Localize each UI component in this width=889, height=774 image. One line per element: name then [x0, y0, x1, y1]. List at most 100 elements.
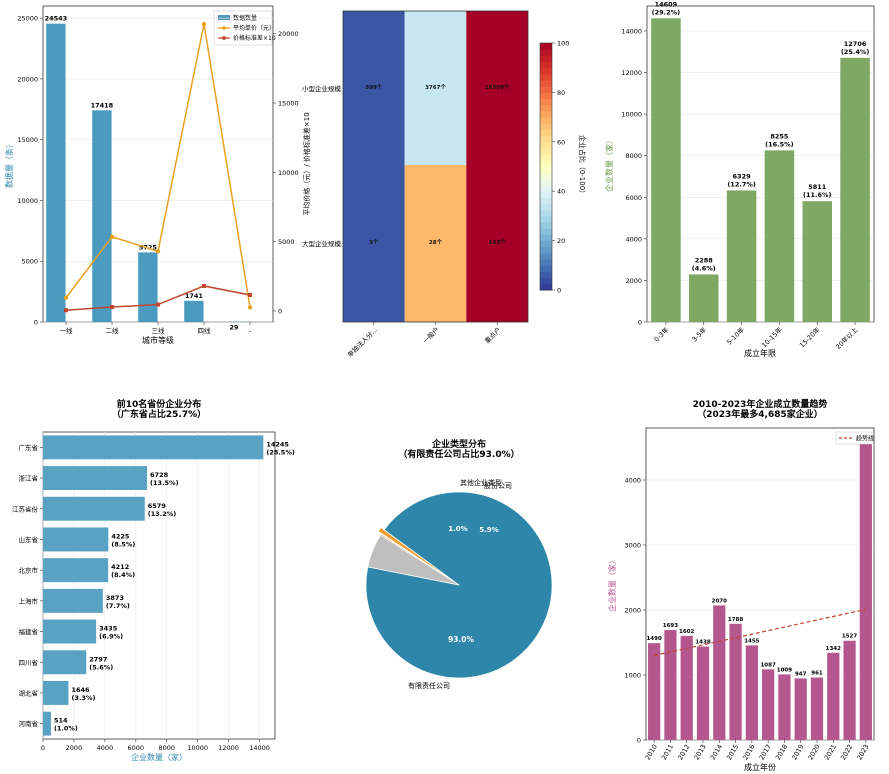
- x-tick-label: 2021: [823, 743, 838, 761]
- bar-value-label: 1693: [663, 623, 678, 629]
- bar: [43, 650, 87, 675]
- bar-value-label: 4212: [111, 563, 129, 571]
- bar: [810, 677, 824, 740]
- y-tick-label: 四川省: [19, 658, 39, 667]
- x-tick-label: 6000: [128, 744, 145, 752]
- y-tick-label: 10000: [17, 197, 38, 205]
- colorbar-segment: [540, 172, 552, 180]
- y-tick-label: 3000: [624, 542, 641, 550]
- y-tick-label: 2000: [625, 277, 642, 285]
- bar: [729, 623, 742, 740]
- chart-subtitle: （有限责任公司占比93.0%）: [398, 448, 519, 460]
- colorbar-segment: [540, 252, 552, 260]
- x-tick-label: 2015: [725, 743, 740, 761]
- panel-top10-provinces-chart: 前10名省份企业分布 （广东省占比25.7%） 企业数量（家） 0 2000 400…: [12, 398, 295, 762]
- bar-percent-label: (8.4%): [111, 571, 135, 579]
- panel-city-tier-chart: 城市等级 数据量（条） 平均价格（元）/ 价格标准差×10 数据数量 平均单价（…: [4, 5, 311, 345]
- bar-percent-label: (8.5%): [111, 540, 135, 548]
- colorbar-segment: [540, 240, 552, 248]
- bar: [43, 711, 51, 736]
- colorbar-segment: [540, 147, 552, 155]
- bar-value-label: 947: [795, 671, 807, 677]
- x-tick-label: 2020: [807, 743, 822, 761]
- y-tick-label: 0: [638, 319, 642, 327]
- y-tick-label: 1000: [624, 672, 641, 680]
- line-point: [201, 21, 207, 27]
- y-tick-label: 25000: [17, 15, 38, 23]
- x-tick-label: 三线: [152, 326, 166, 335]
- x-tick-label: 8000: [158, 744, 175, 752]
- trend-line: [654, 608, 866, 657]
- colorbar-segment: [540, 98, 552, 106]
- bar-value-label: 961: [811, 671, 823, 677]
- colorbar-segment: [540, 209, 552, 217]
- bar: [778, 674, 791, 740]
- legend: 趋势线: [835, 431, 874, 445]
- y-tick-label: 福建省: [19, 627, 39, 636]
- x-tick-label: 0: [41, 744, 45, 752]
- bar-value-label: 2288: [695, 256, 714, 264]
- y-tick-label: 5000: [21, 258, 38, 266]
- colorbar-segment: [540, 265, 552, 272]
- bar: [43, 619, 97, 644]
- y-tick-label: 湖北省: [19, 688, 39, 697]
- colorbar-segment: [540, 234, 552, 242]
- x-tick-label: 2019: [790, 743, 805, 761]
- colorbar-segment: [540, 166, 552, 174]
- bar-value-label: 6579: [148, 502, 167, 510]
- y2-tick-label: 20000: [278, 30, 299, 38]
- y-tick-label: 8000: [625, 152, 642, 160]
- colorbar-segment: [540, 197, 552, 205]
- colorbar-segment: [540, 135, 552, 143]
- heatmap-cell: [466, 11, 528, 165]
- colorbar-segment: [540, 92, 552, 100]
- legend-label-trend: 趋势线: [856, 435, 874, 443]
- y-tick-label: 浙江省: [19, 474, 39, 483]
- bar: [840, 57, 870, 323]
- legend-marker-stddev: [222, 36, 226, 40]
- x-tick-label: 4000: [97, 744, 114, 752]
- bar-value-label: 1490: [646, 636, 661, 642]
- x-tick-label: 3-5年: [690, 325, 709, 344]
- colorbar-segment: [540, 73, 552, 81]
- bar-percent-label: (25.4%): [841, 48, 870, 56]
- x-tick-label: 2012: [676, 743, 691, 761]
- bar-percent-label: (6.9%): [99, 633, 123, 641]
- bar-percent-label: (7.7%): [106, 602, 130, 610]
- colorbar-segment: [540, 49, 552, 56]
- colorbar-tick-label: 80: [557, 89, 565, 97]
- line-point: [63, 295, 69, 300]
- x-axis-label: 企业数量（家）: [131, 752, 187, 762]
- bar: [43, 527, 109, 552]
- bar-value-label: 14609: [655, 0, 678, 8]
- bar: [46, 23, 66, 322]
- x-axis-label: 城市等级: [142, 335, 174, 345]
- column-label: 一般户: [421, 325, 441, 345]
- bar: [43, 496, 145, 521]
- bar-percent-label: (13.5%): [150, 479, 179, 487]
- bar: [745, 645, 758, 740]
- y-tick-label: 河南省: [19, 719, 39, 728]
- x-tick-label: -: [249, 327, 252, 335]
- bar: [680, 635, 693, 740]
- y-tick-label: 14000: [621, 27, 642, 35]
- bar-percent-label: (13.2%): [148, 510, 177, 518]
- bar-value-label: 8255: [770, 132, 789, 140]
- bar-value-label: 1438: [695, 640, 710, 646]
- bar-percent-label: (12.7%): [727, 180, 756, 188]
- bar-value-label: 1342: [826, 646, 841, 652]
- chart-title: 企业类型分布: [431, 438, 486, 450]
- bar-value-label: 1087: [760, 662, 775, 668]
- bar: [696, 646, 710, 740]
- x-tick-label: 四线: [198, 326, 212, 335]
- bar-value-label: 17418: [91, 101, 114, 109]
- bar-percent-label: (16.5%): [765, 140, 794, 148]
- pie-slice-label: 其他企业类型: [460, 478, 502, 487]
- pie-slice-label: 股份公司: [484, 481, 512, 490]
- x-tick-label: 14000: [249, 744, 270, 752]
- bar: [764, 150, 795, 322]
- bar-value-label: 3873: [106, 594, 124, 602]
- y-tick-label: 20000: [17, 75, 38, 83]
- bar: [762, 669, 775, 740]
